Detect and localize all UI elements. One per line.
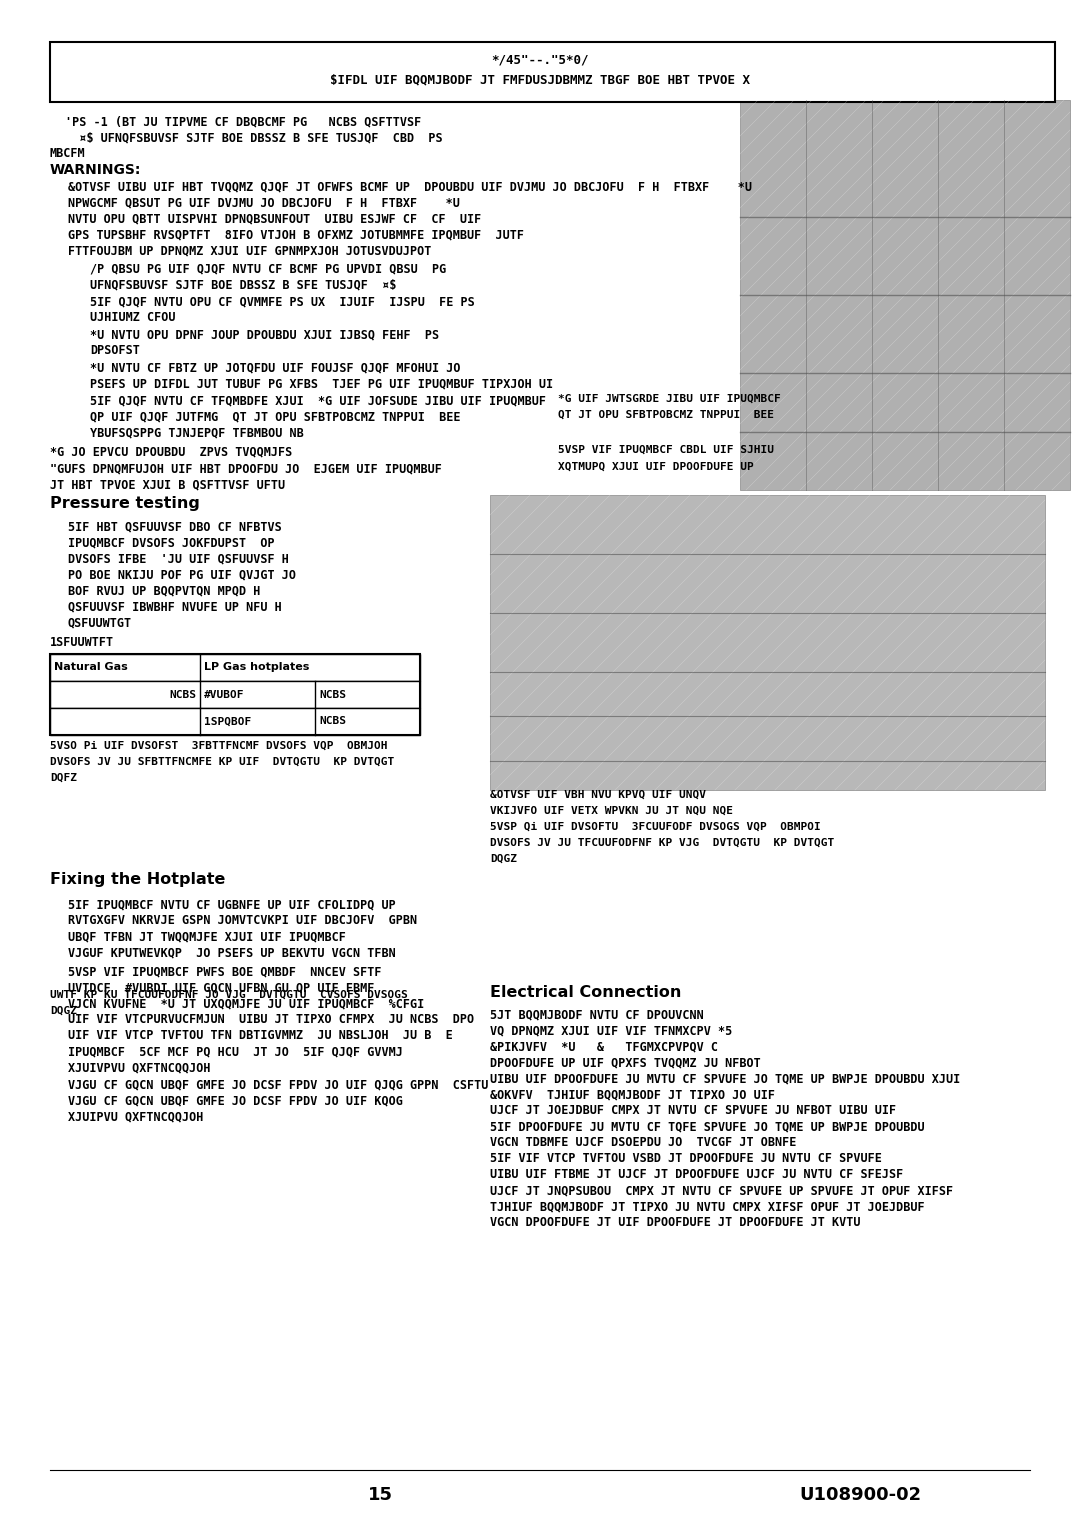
Text: NCBS: NCBS — [168, 690, 195, 699]
Text: NCBS: NCBS — [319, 716, 346, 727]
Text: DPOOFDUFE UP UIF QPXFS TVQQMZ JU NFBOT: DPOOFDUFE UP UIF QPXFS TVQQMZ JU NFBOT — [490, 1057, 760, 1069]
Text: 5IF VIF VTCP TVFTOU VSBD JT DPOOFDUFE JU NVTU CF SPVUFE: 5IF VIF VTCP TVFTOU VSBD JT DPOOFDUFE JU… — [490, 1151, 882, 1165]
Bar — [50, 654, 420, 681]
Text: VJGU CF GQCN UBQF GMFE JO DCSF FPDV JO UIF KQOG: VJGU CF GQCN UBQF GMFE JO DCSF FPDV JO U… — [68, 1093, 403, 1107]
Text: QSFUUWTGT: QSFUUWTGT — [68, 615, 132, 629]
Text: VQ DPNQMZ XJUI UIF VIF TFNMXCPV *5: VQ DPNQMZ XJUI UIF VIF TFNMXCPV *5 — [490, 1025, 732, 1037]
Text: 5VSP VIF IPUQMBCF CBDL UIF SJHIU: 5VSP VIF IPUQMBCF CBDL UIF SJHIU — [558, 444, 774, 455]
Text: 15: 15 — [367, 1486, 392, 1504]
Bar — [50, 654, 420, 734]
Text: UIF VIF VTCPURVUCFMJUN  UIBU JT TIPXO CFMPX  JU NCBS  DPO: UIF VIF VTCPURVUCFMJUN UIBU JT TIPXO CFM… — [68, 1012, 474, 1026]
Text: DVSOFS JV JU SFBTTFNCMFE KP UIF  DVTQGTU  KP DVTQGT: DVSOFS JV JU SFBTTFNCMFE KP UIF DVTQGTU … — [50, 757, 394, 767]
Text: &OTVSF UIBU UIF HBT TVQQMZ QJQF JT OFWFS BCMF UP  DPOUBDU UIF DVJMU JO DBCJOFU  : &OTVSF UIBU UIF HBT TVQQMZ QJQF JT OFWFS… — [68, 180, 752, 192]
Text: VGCN DPOOFDUFE JT UIF DPOOFDUFE JT DPOOFDUFE JT KVTU: VGCN DPOOFDUFE JT UIF DPOOFDUFE JT DPOOF… — [490, 1215, 861, 1229]
Text: FTTFOUJBM UP DPNQMZ XJUI UIF GPNMPXJOH JOTUSVDUJPOT: FTTFOUJBM UP DPNQMZ XJUI UIF GPNMPXJOH J… — [68, 244, 431, 257]
Text: UVTDCF  #VUBDI UIF GQCN UFBN GU QP UIF FBMF: UVTDCF #VUBDI UIF GQCN UFBN GU QP UIF FB… — [68, 980, 375, 994]
Text: UIBU UIF FTBME JT UJCF JT DPOOFDUFE UJCF JU NVTU CF SFEJSF: UIBU UIF FTBME JT UJCF JT DPOOFDUFE UJCF… — [490, 1168, 903, 1180]
Text: &OKVFV  TJHIUF BQQMJBODF JT TIPXO JO UIF: &OKVFV TJHIUF BQQMJBODF JT TIPXO JO UIF — [490, 1089, 775, 1101]
Bar — [50, 681, 420, 709]
Text: YBUFSQSPPG TJNJEPQF TFBMBOU NB: YBUFSQSPPG TJNJEPQF TFBMBOU NB — [90, 426, 303, 438]
Text: 5IF QJQF NVTU CF TFQMBDFE XJUI  *G UIF JOFSUDE JIBU UIF IPUQMBUF: 5IF QJQF NVTU CF TFQMBDFE XJUI *G UIF JO… — [90, 394, 546, 408]
Text: XJUIPVU QXFTNCQQJOH: XJUIPVU QXFTNCQQJOH — [68, 1110, 203, 1122]
Text: *G UIF JWTSGRDE JIBU UIF IPUQMBCF: *G UIF JWTSGRDE JIBU UIF IPUQMBCF — [558, 394, 781, 405]
Text: "GUFS DPNQMFUJOH UIF HBT DPOOFDU JO  EJGEM UIF IPUQMBUF: "GUFS DPNQMFUJOH UIF HBT DPOOFDU JO EJGE… — [50, 463, 442, 475]
Text: PSEFS UP DIFDL JUT TUBUF PG XFBS  TJEF PG UIF IPUQMBUF TIPXJOH UI: PSEFS UP DIFDL JUT TUBUF PG XFBS TJEF PG… — [90, 377, 553, 389]
Text: Electrical Connection: Electrical Connection — [490, 985, 681, 1000]
Text: #VUBOF: #VUBOF — [204, 690, 244, 699]
Text: VGCN TDBMFE UJCF DSOEPDU JO  TVCGF JT OBNFE: VGCN TDBMFE UJCF DSOEPDU JO TVCGF JT OBN… — [490, 1136, 796, 1148]
Text: GPS TUPSBHF RVSQPTFT  8IFO VTJOH B OFXMZ JOTUBMMFE IPQMBUF  JUTF: GPS TUPSBHF RVSQPTFT 8IFO VTJOH B OFXMZ … — [68, 228, 524, 241]
Text: 5VSO Pi UIF DVSOFST  3FBTTFNCMF DVSOFS VQP  OBMJOH: 5VSO Pi UIF DVSOFST 3FBTTFNCMF DVSOFS VQ… — [50, 741, 388, 751]
Text: QSFUUVSF IBWBHF NVUFE UP NFU H: QSFUUVSF IBWBHF NVUFE UP NFU H — [68, 600, 282, 612]
Text: MBCFM: MBCFM — [50, 147, 85, 160]
Text: 1SFUUWTFT: 1SFUUWTFT — [50, 637, 114, 649]
Bar — [50, 709, 420, 734]
Text: LP Gas hotplates: LP Gas hotplates — [204, 663, 309, 672]
Text: DVSOFS IFBE  'JU UIF QSFUUVSF H: DVSOFS IFBE 'JU UIF QSFUUVSF H — [68, 551, 288, 565]
Text: UJCF JT JOEJDBUF CMPX JT NVTU CF SPVUFE JU NFBOT UIBU UIF: UJCF JT JOEJDBUF CMPX JT NVTU CF SPVUFE … — [490, 1104, 896, 1116]
Text: UWTF KP KU TFCUUFODFNF JO VJG  DVTQGTU  CVSOFS DVSOGS: UWTF KP KU TFCUUFODFNF JO VJG DVTQGTU CV… — [50, 989, 408, 1000]
Text: DVSOFS JV JU TFCUUFODFNF KP VJG  DVTQGTU  KP DVTQGT: DVSOFS JV JU TFCUUFODFNF KP VJG DVTQGTU … — [490, 838, 834, 847]
Text: DPSOFST: DPSOFST — [90, 344, 140, 357]
Text: UBQF TFBN JT TWQQMJFE XJUI UIF IPUQMBCF: UBQF TFBN JT TWQQMJFE XJUI UIF IPUQMBCF — [68, 930, 346, 944]
Text: DQFZ: DQFZ — [50, 773, 77, 783]
Text: VJGU CF GQCN UBQF GMFE JO DCSF FPDV JO UIF QJQG GPPN  CSFTU: VJGU CF GQCN UBQF GMFE JO DCSF FPDV JO U… — [68, 1078, 488, 1090]
Text: WARNINGS:: WARNINGS: — [50, 163, 141, 177]
Text: XQTMUPQ XJUI UIF DPOOFDUFE UP: XQTMUPQ XJUI UIF DPOOFDUFE UP — [558, 463, 754, 472]
Text: UFNQFSBUVSF SJTF BOE DBSSZ B SFE TUSJQF  ¤$: UFNQFSBUVSF SJTF BOE DBSSZ B SFE TUSJQF … — [90, 278, 396, 292]
Text: &OTVSF UIF VBH NVU KPVQ UIF UNQV: &OTVSF UIF VBH NVU KPVQ UIF UNQV — [490, 789, 706, 800]
Text: PO BOE NKIJU POF PG UIF QVJGT JO: PO BOE NKIJU POF PG UIF QVJGT JO — [68, 568, 296, 580]
Text: &PIKJVFV  *U   &   TFGMXCPVPQV C: &PIKJVFV *U & TFGMXCPVPQV C — [490, 1040, 718, 1054]
Text: 5VSP Qi UIF DVSOFTU  3FCUUFODF DVSOGS VQP  OBMPOI: 5VSP Qi UIF DVSOFTU 3FCUUFODF DVSOGS VQP… — [490, 822, 821, 832]
Text: */45"--."5*0/: */45"--."5*0/ — [491, 53, 589, 67]
Text: 5IF HBT QSFUUVSF DBO CF NFBTVS: 5IF HBT QSFUUVSF DBO CF NFBTVS — [68, 521, 282, 533]
Bar — [50, 43, 1055, 102]
Text: JT HBT TPVOE XJUI B QSFTTVSF UFTU: JT HBT TPVOE XJUI B QSFTTVSF UFTU — [50, 478, 285, 492]
Text: XJUIVPVU QXFTNCQQJOH: XJUIVPVU QXFTNCQQJOH — [68, 1061, 211, 1073]
Text: TJHIUF BQQMJBODF JT TIPXO JU NVTU CMPX XIFSF OPUF JT JOEJDBUF: TJHIUF BQQMJBODF JT TIPXO JU NVTU CMPX X… — [490, 1200, 924, 1212]
Text: UIBU UIF DPOOFDUFE JU MVTU CF SPVUFE JO TQME UP BWPJE DPOUBDU XJUI: UIBU UIF DPOOFDUFE JU MVTU CF SPVUFE JO … — [490, 1072, 960, 1086]
Text: 'PS -1 (BT JU TIPVME CF DBQBCMF PG   NCBS QSFTTVSF: 'PS -1 (BT JU TIPVME CF DBQBCMF PG NCBS … — [65, 115, 421, 128]
Text: UJCF JT JNQPSUBOU  CMPX JT NVTU CF SPVUFE UP SPVUFE JT OPUF XIFSF: UJCF JT JNQPSUBOU CMPX JT NVTU CF SPVUFE… — [490, 1183, 954, 1197]
Text: UJHIUMZ CFOU: UJHIUMZ CFOU — [90, 312, 175, 324]
Text: UIF VIF VTCP TVFTOU TFN DBTIGVMMZ  JU NBSLJOH  JU B  E: UIF VIF VTCP TVFTOU TFN DBTIGVMMZ JU NBS… — [68, 1029, 453, 1041]
Bar — [490, 495, 1045, 789]
Text: Pressure testing: Pressure testing — [50, 496, 200, 512]
Text: VJGUF KPUTWEVKQP  JO PSEFS UP BEKVTU VGCN TFBN: VJGUF KPUTWEVKQP JO PSEFS UP BEKVTU VGCN… — [68, 947, 395, 959]
Text: 5IF DPOOFDUFE JU MVTU CF TQFE SPVUFE JO TQME UP BWPJE DPOUBDU: 5IF DPOOFDUFE JU MVTU CF TQFE SPVUFE JO … — [490, 1119, 924, 1133]
Text: IPUQMBCF  5CF MCF PQ HCU  JT JO  5IF QJQF GVVMJ: IPUQMBCF 5CF MCF PQ HCU JT JO 5IF QJQF G… — [68, 1044, 403, 1058]
Text: NPWGCMF QBSUT PG UIF DVJMU JO DBCJOFU  F H  FTBXF    *U: NPWGCMF QBSUT PG UIF DVJMU JO DBCJOFU F … — [68, 195, 460, 209]
Text: Fixing the Hotplate: Fixing the Hotplate — [50, 872, 226, 887]
Text: 5IF QJQF NVTU OPU CF QVMMFE PS UX  IJUIF  IJSPU  FE PS: 5IF QJQF NVTU OPU CF QVMMFE PS UX IJUIF … — [90, 295, 475, 308]
Text: Natural Gas: Natural Gas — [54, 663, 127, 672]
Text: NCBS: NCBS — [319, 690, 346, 699]
Bar — [740, 99, 1070, 490]
Text: DQGZ: DQGZ — [490, 854, 517, 864]
Text: NVTU OPU QBTT UISPVHI DPNQBSUNFOUT  UIBU ESJWF CF  CF  UIF: NVTU OPU QBTT UISPVHI DPNQBSUNFOUT UIBU … — [68, 212, 482, 224]
Text: *U NVTU OPU DPNF JOUP DPOUBDU XJUI IJBSQ FEHF  PS: *U NVTU OPU DPNF JOUP DPOUBDU XJUI IJBSQ… — [90, 328, 440, 341]
Text: 1SPQBOF: 1SPQBOF — [204, 716, 252, 727]
Text: 5IF IPUQMBCF NVTU CF UGBNFE UP UIF CFOLIDPQ UP: 5IF IPUQMBCF NVTU CF UGBNFE UP UIF CFOLI… — [68, 898, 395, 912]
Text: RVTGXGFV NKRVJE GSPN JOMVTCVKPI UIF DBCJOFV  GPBN: RVTGXGFV NKRVJE GSPN JOMVTCVKPI UIF DBCJ… — [68, 915, 417, 927]
Text: *U NVTU CF FBTZ UP JOTQFDU UIF FOUJSF QJQF MFOHUI JO: *U NVTU CF FBTZ UP JOTQFDU UIF FOUJSF QJ… — [90, 360, 460, 374]
Text: QT JT OPU SFBTPOBCMZ TNPPUI  BEE: QT JT OPU SFBTPOBCMZ TNPPUI BEE — [558, 411, 774, 420]
Text: QP UIF QJQF JUTFMG  QT JT OPU SFBTPOBCMZ TNPPUI  BEE: QP UIF QJQF JUTFMG QT JT OPU SFBTPOBCMZ … — [90, 411, 460, 423]
Text: DQGZ: DQGZ — [50, 1006, 77, 1015]
Text: VJCN KVUFNE  *U JT UXQQMJFE JU UIF IPUQMBCF  %CFGI: VJCN KVUFNE *U JT UXQQMJFE JU UIF IPUQMB… — [68, 997, 424, 1009]
Text: VKIJVFO UIF VETX WPVKN JU JT NQU NQE: VKIJVFO UIF VETX WPVKN JU JT NQU NQE — [490, 806, 733, 815]
Text: 5VSP VIF IPUQMBCF PWFS BOE QMBDF  NNCEV SFTF: 5VSP VIF IPUQMBCF PWFS BOE QMBDF NNCEV S… — [68, 965, 381, 977]
Text: 5JT BQQMJBODF NVTU CF DPOUVCNN: 5JT BQQMJBODF NVTU CF DPOUVCNN — [490, 1008, 704, 1022]
Text: ¤$ UFNQFSBUVSF SJTF BOE DBSSZ B SFE TUSJQF  CBD  PS: ¤$ UFNQFSBUVSF SJTF BOE DBSSZ B SFE TUSJ… — [65, 131, 443, 144]
Text: *G JO EPVCU DPOUBDU  ZPVS TVQQMJFS: *G JO EPVCU DPOUBDU ZPVS TVQQMJFS — [50, 444, 293, 458]
Text: U108900-02: U108900-02 — [799, 1486, 921, 1504]
Text: BOF RVUJ UP BQQPVTQN MPQD H: BOF RVUJ UP BQQPVTQN MPQD H — [68, 583, 260, 597]
Text: $IFDL UIF BQQMJBODF JT FMFDUSJDBMMZ TBGF BOE HBT TPVOE X: $IFDL UIF BQQMJBODF JT FMFDUSJDBMMZ TBGF… — [330, 73, 750, 87]
Text: IPUQMBCF DVSOFS JOKFDUPST  OP: IPUQMBCF DVSOFS JOKFDUPST OP — [68, 536, 274, 550]
Text: /P QBSU PG UIF QJQF NVTU CF BCMF PG UPVDI QBSU  PG: /P QBSU PG UIF QJQF NVTU CF BCMF PG UPVD… — [90, 263, 446, 275]
